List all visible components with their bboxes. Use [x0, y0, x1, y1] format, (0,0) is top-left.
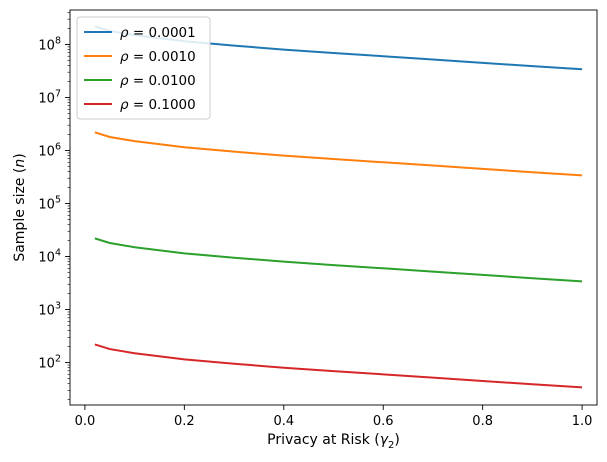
legend-box	[76, 16, 211, 120]
x-tick-label: 1.0	[572, 414, 593, 429]
y-tick-label: 104	[38, 248, 61, 266]
y-tick-label: 108	[38, 35, 61, 53]
y-tick-label: 105	[38, 195, 61, 213]
y-tick-label: 102	[38, 354, 61, 372]
y-tick-label: 106	[38, 142, 61, 160]
x-tick-label: 0.0	[75, 414, 96, 429]
plot-frame	[69, 9, 598, 406]
legend-label: ρ = 0.1000	[120, 97, 196, 113]
y-tick-label: 103	[38, 301, 61, 319]
series-line-3	[94, 237, 583, 283]
legend-label: ρ = 0.0010	[120, 49, 196, 65]
legend-label: ρ = 0.0100	[120, 73, 196, 89]
x-tick-label: 0.8	[472, 414, 493, 429]
x-tick-label: 0.4	[273, 414, 294, 429]
x-tick-label: 0.6	[373, 414, 394, 429]
series-line-4	[94, 343, 583, 389]
y-axis-label: Sample size (n)	[12, 153, 28, 261]
series-line-2	[94, 131, 583, 177]
y-tick-label: 107	[38, 88, 61, 106]
y-axis: 102 103 104 105 106 107 108	[38, 12, 70, 400]
x-axis: 0.0 0.2 0.4 0.6 0.8 1.0	[75, 405, 593, 429]
x-axis-label: Privacy at Risk (γ2)	[267, 432, 400, 451]
legend-label: ρ = 0.0001	[120, 25, 196, 41]
x-tick-label: 0.2	[174, 414, 195, 429]
legend: ρ = 0.0001 ρ = 0.0010 ρ = 0.0100 ρ = 0.1000	[76, 16, 211, 120]
